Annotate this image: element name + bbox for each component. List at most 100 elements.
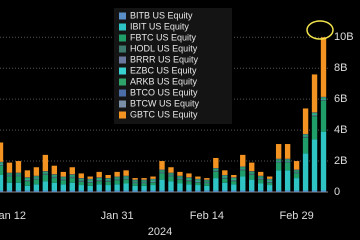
bar-segment	[284, 144, 291, 159]
bar-segment	[87, 176, 93, 179]
bar-segment	[275, 170, 282, 191]
legend-label: BTCO US Equity	[130, 87, 198, 97]
bar-segment	[311, 115, 318, 117]
bar-segment	[249, 190, 255, 192]
legend-swatch	[119, 111, 126, 119]
bar-segment	[33, 176, 40, 178]
bar-segment	[311, 116, 318, 140]
bar-segment	[33, 190, 40, 192]
bar-segment	[186, 184, 192, 191]
legend-swatch	[119, 100, 126, 108]
bar-segment	[213, 171, 219, 179]
bar-segment	[42, 154, 49, 172]
bar-segment	[105, 181, 111, 186]
bar-segment	[78, 173, 84, 179]
bar-segment	[284, 159, 291, 161]
bar-segment	[186, 180, 192, 182]
bar-segment	[105, 178, 111, 181]
bar-segment	[15, 175, 22, 177]
bar-segment	[240, 190, 246, 192]
bar-segment	[302, 190, 309, 192]
x-group-label: 2024	[148, 226, 172, 238]
bar-segment	[141, 190, 147, 192]
bar-segment	[258, 183, 264, 191]
bar-segment	[87, 185, 93, 191]
bar-segment	[222, 175, 228, 178]
bar-segment	[78, 181, 84, 186]
bar-segment	[204, 190, 210, 192]
bar-segment	[132, 185, 138, 191]
bar-segment	[222, 182, 228, 191]
bar-segment	[51, 178, 58, 183]
bar-segment	[231, 184, 237, 191]
bar-segment	[78, 178, 84, 181]
bar-segment	[186, 190, 192, 192]
bar-segment	[222, 170, 228, 175]
y-tick-label: 8B	[334, 62, 347, 74]
bar-segment	[42, 171, 49, 174]
legend-swatch	[119, 34, 126, 42]
bar-segment	[15, 173, 22, 175]
bar-segment	[231, 181, 237, 185]
bar-segment	[213, 168, 219, 171]
bar-segment	[240, 169, 246, 171]
bar-segment	[6, 190, 13, 192]
bar-segment	[105, 185, 111, 191]
bar-segment	[275, 144, 282, 159]
bar-segment	[258, 178, 264, 180]
bar-segment	[114, 177, 120, 179]
bar-segment	[231, 177, 237, 180]
bar-segment	[159, 170, 165, 172]
legend-swatch	[119, 56, 126, 64]
bar-segment	[6, 173, 13, 175]
bar-segment	[266, 176, 273, 179]
bar-segment	[231, 174, 237, 178]
bar-segment	[186, 181, 192, 185]
legend-label: FBTC US Equity	[130, 32, 197, 42]
bar-segment	[132, 183, 138, 186]
bar-segment	[293, 172, 300, 174]
bar-segment	[33, 179, 40, 185]
bar-segment	[195, 176, 201, 179]
bar-segment	[78, 190, 84, 192]
bar-segment	[275, 161, 282, 163]
bar-segment	[222, 190, 228, 192]
bar-segment	[159, 190, 165, 192]
bar-segment	[69, 174, 75, 177]
bar-segment	[204, 183, 210, 186]
bar-segment	[60, 179, 66, 181]
bar-segment	[302, 137, 309, 138]
bar-segment	[15, 182, 22, 191]
bar-segment	[275, 190, 282, 192]
bar-segment	[249, 174, 255, 180]
bar-segment	[231, 190, 237, 192]
bar-segment	[258, 171, 264, 176]
bar-segment	[159, 173, 165, 180]
bar-segment	[69, 177, 75, 179]
bar-segment	[96, 177, 102, 180]
bar-segment	[258, 176, 264, 178]
bar-segment	[159, 161, 165, 170]
bar-segment	[177, 179, 183, 184]
bar-segment	[96, 180, 102, 182]
bar-segment	[51, 182, 58, 191]
bar-segment	[284, 162, 291, 171]
bar-segment	[24, 181, 31, 186]
bar-segment	[141, 180, 147, 182]
bar-segment	[96, 190, 102, 192]
bar-segment	[213, 171, 219, 172]
legend-label: BITB US Equity	[130, 10, 193, 20]
bar-segment	[33, 167, 40, 176]
bar-segment	[123, 170, 129, 176]
bar-segment	[293, 190, 300, 192]
bar-segment	[33, 178, 40, 180]
bar-segment	[87, 182, 93, 186]
bar-segment	[150, 181, 156, 183]
bar-segment	[320, 100, 327, 132]
plot-area	[0, 36, 328, 193]
bar-segment	[302, 134, 309, 137]
legend-swatch	[119, 78, 126, 86]
bar-segment	[150, 176, 156, 179]
legend-swatch	[119, 67, 126, 75]
